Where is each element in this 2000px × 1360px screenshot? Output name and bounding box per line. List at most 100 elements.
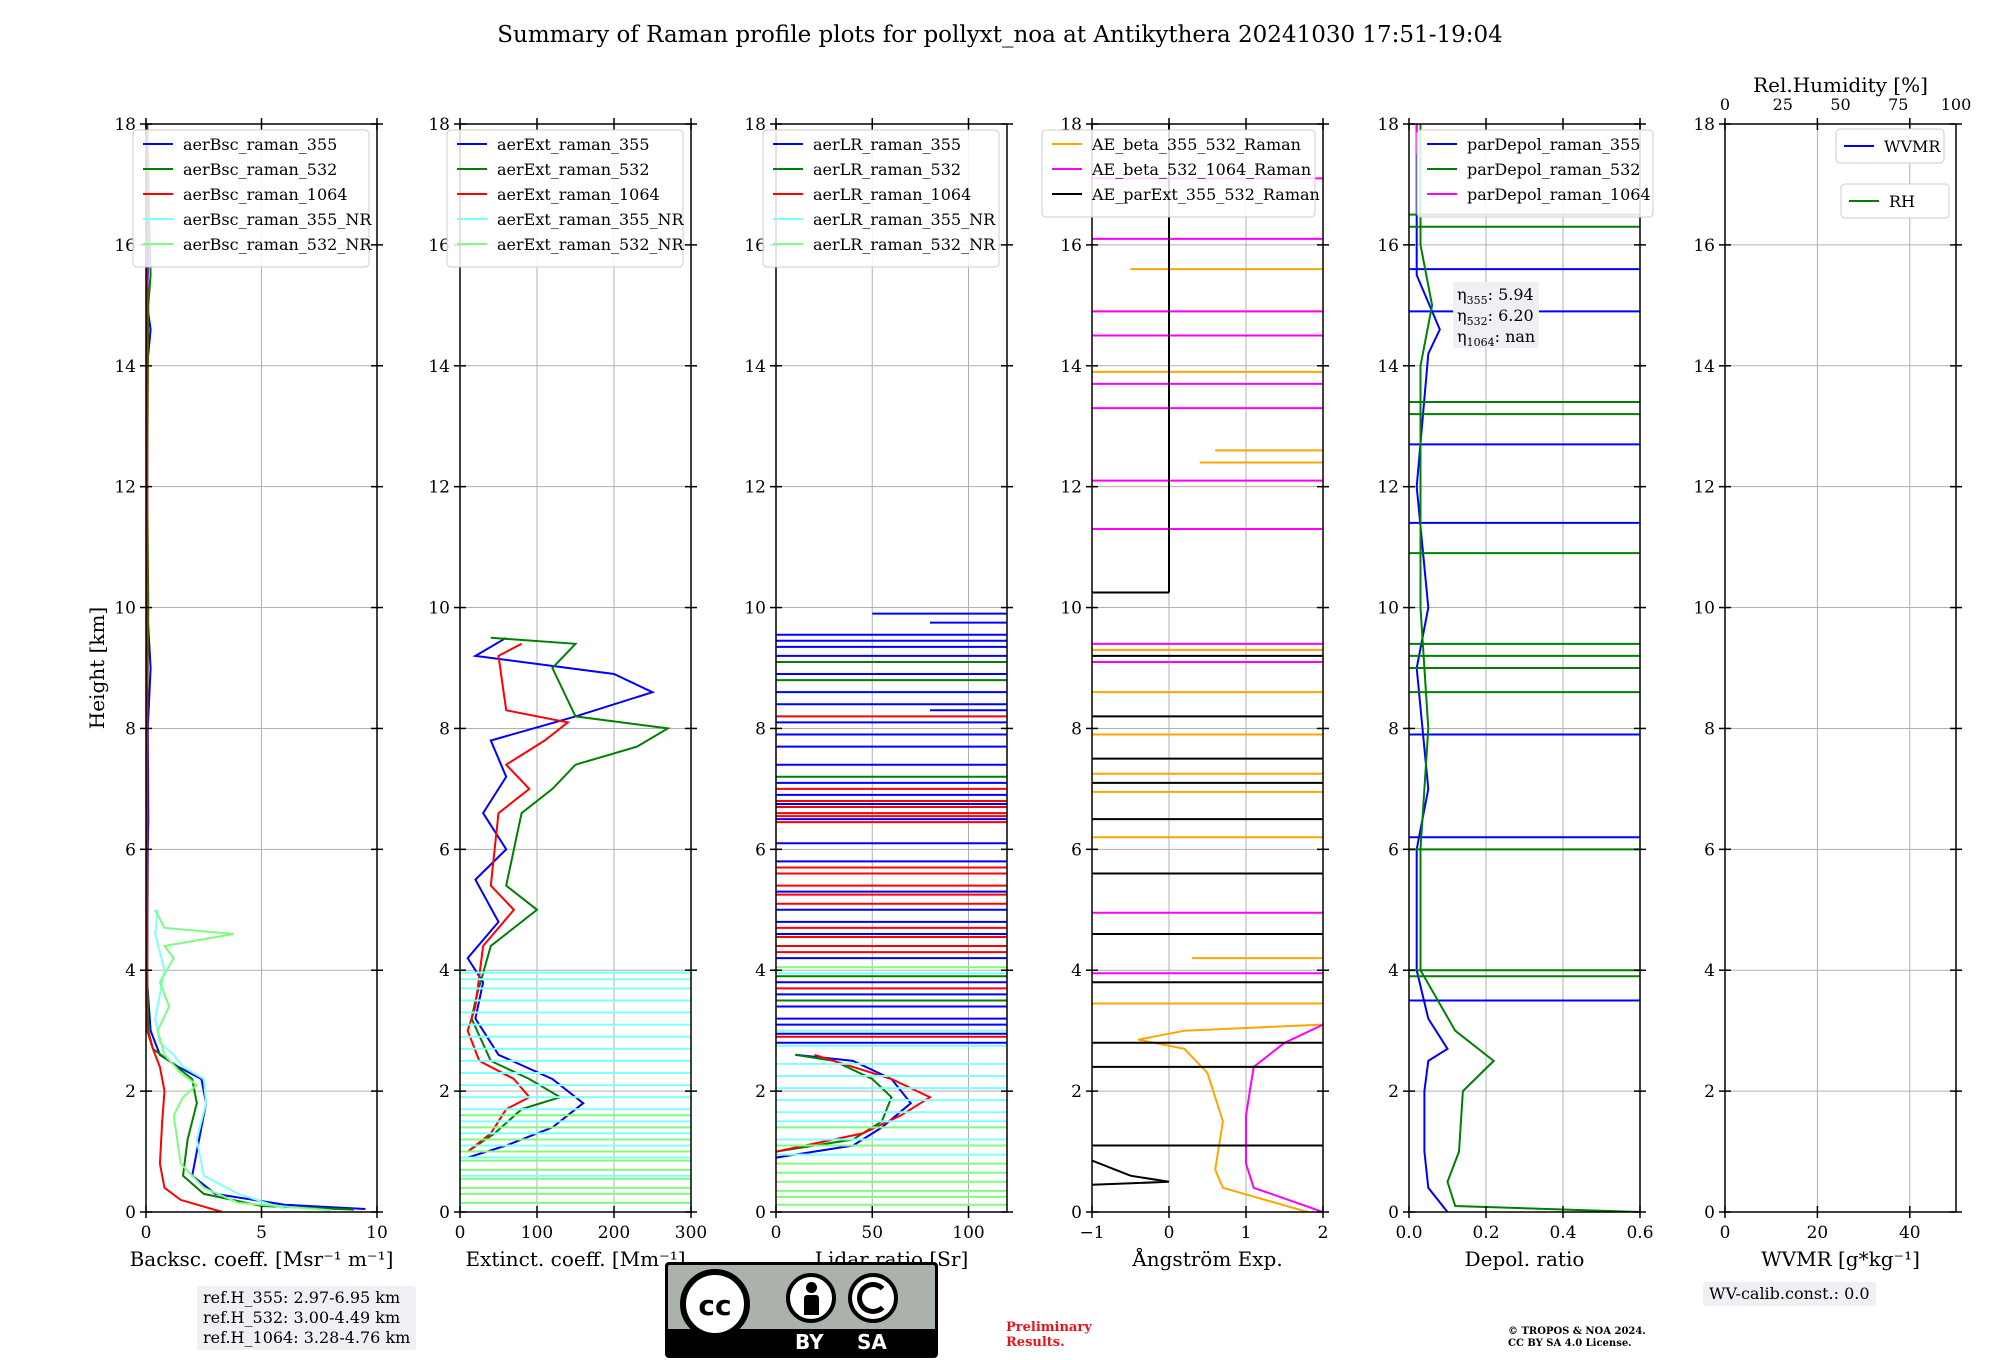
y-tick-label: 12 — [114, 478, 136, 498]
x-tick-label: 300 — [675, 1223, 707, 1243]
eta-label: η532: 6.20 — [1457, 306, 1534, 328]
y-tick-label: 6 — [125, 840, 136, 860]
y-tick-label: 16 — [428, 236, 450, 256]
series-group — [776, 612, 1007, 1206]
preliminary-line-1: Preliminary — [1006, 1320, 1092, 1335]
series-line — [154, 909, 285, 1210]
y-tick-label: 10 — [114, 599, 136, 619]
legend-label: aerExt_raman_1064 — [497, 185, 660, 204]
legend: AE_beta_355_532_Raman AE_beta_532_1064_Ra… — [1041, 129, 1320, 218]
copyright-line-1: © TROPOS & NOA 2024. — [1508, 1326, 1646, 1337]
y-tick-label: 10 — [1693, 599, 1715, 619]
x-tick-label: 0 — [141, 1223, 152, 1243]
y-tick-label: 16 — [1693, 236, 1715, 256]
cc-icon: cc — [680, 1269, 750, 1339]
y-tick-label: 8 — [439, 719, 450, 739]
legend-box — [1416, 129, 1654, 218]
legend-label: aerBsc_raman_532 — [183, 160, 337, 179]
legend: aerExt_raman_355 aerExt_raman_532 aerExt_r… — [446, 129, 685, 268]
legend-box — [132, 129, 370, 268]
y-tick-label: 8 — [1388, 719, 1399, 739]
y-tick-label: 10 — [1377, 599, 1399, 619]
x-tick-label: 0 — [771, 1223, 782, 1243]
series-line — [1419, 124, 1640, 1212]
y-tick-label: 14 — [1060, 357, 1082, 377]
panel-2: 0 2 4 6 8 10 12 14 16 18 0 100 200 300 Extinct. coeff.… — [428, 115, 707, 1271]
y-tick-label: 8 — [755, 719, 766, 739]
legend-label: parDepol_raman_532 — [1467, 160, 1640, 179]
legend-label: aerExt_raman_355 — [497, 135, 650, 154]
legend-box — [1041, 129, 1316, 218]
y-tick-label: 16 — [1060, 236, 1082, 256]
y-tick-label: 0 — [125, 1203, 136, 1223]
series-line — [154, 909, 331, 1212]
series-line — [467, 636, 671, 1153]
y-tick-label: 2 — [1704, 1082, 1715, 1102]
y-tick-label: 16 — [114, 236, 136, 256]
top-tick-label: 50 — [1830, 95, 1850, 114]
y-tick-label: 14 — [1377, 357, 1399, 377]
y-tick-label: 18 — [428, 115, 450, 135]
x-tick-label: 5 — [256, 1223, 267, 1243]
y-tick-label: 2 — [1388, 1082, 1399, 1102]
wv-calibration-box: WV-calib.const.: 0.0 — [1703, 1282, 1876, 1306]
legend-label: aerLR_raman_355_NR — [813, 210, 996, 229]
share-alike-icon — [848, 1273, 898, 1323]
axes-frame — [459, 123, 692, 1213]
reference-height-532: ref.H_532: 3.00-4.49 km — [203, 1308, 401, 1327]
y-tick-label: 0 — [439, 1203, 450, 1223]
reference-height-355: ref.H_355: 2.97-6.95 km — [203, 1288, 401, 1307]
y-tick-label: 6 — [1071, 840, 1082, 860]
x-tick-label: 40 — [1899, 1223, 1921, 1243]
axes-frame — [775, 123, 1008, 1213]
axes-frame — [1091, 123, 1324, 1213]
y-axis-label: Height [km] — [85, 607, 109, 729]
y-tick-label: 16 — [1377, 236, 1399, 256]
legend-label: AE_beta_355_532_Raman — [1091, 135, 1301, 154]
legend-label: aerLR_raman_532 — [813, 160, 961, 179]
x-axis-label: Extinct. coeff. [Mm⁻¹] — [465, 1247, 685, 1271]
eta-label: η1064: nan — [1457, 327, 1535, 349]
legend-label: aerBsc_raman_1064 — [183, 185, 348, 204]
y-tick-label: 10 — [428, 599, 450, 619]
y-tick-label: 2 — [439, 1082, 450, 1102]
x-tick-label: 0 — [1164, 1223, 1175, 1243]
eta-box — [1453, 282, 1539, 348]
y-tick-label: 0 — [1704, 1203, 1715, 1223]
x-tick-label: 1 — [1241, 1223, 1252, 1243]
y-tick-label: 6 — [1704, 840, 1715, 860]
y-tick-label: 2 — [755, 1082, 766, 1102]
legend-label: WVMR — [1884, 137, 1941, 156]
series-line — [1245, 1023, 1323, 1212]
y-tick-label: 14 — [744, 357, 766, 377]
legend-label: aerBsc_raman_532_NR — [183, 235, 372, 254]
series-line — [146, 124, 366, 1210]
y-tick-label: 0 — [1071, 1203, 1082, 1223]
y-tick-label: 4 — [1704, 961, 1715, 981]
x-axis-label: Ångström Exp. — [1131, 1246, 1282, 1271]
y-tick-label: 12 — [744, 478, 766, 498]
x-tick-label: 100 — [521, 1223, 553, 1243]
series-line — [776, 1053, 933, 1153]
legend-label: aerLR_raman_355 — [813, 135, 961, 154]
x-tick-label: 200 — [598, 1223, 630, 1243]
y-tick-label: 4 — [755, 961, 766, 981]
x-tick-label: 0.6 — [1626, 1223, 1653, 1243]
series-line — [776, 1053, 893, 1153]
y-tick-label: 12 — [1060, 478, 1082, 498]
x-tick-label: 50 — [861, 1223, 883, 1243]
legend: RH — [1840, 183, 1950, 219]
series-line — [466, 636, 656, 1159]
x-axis-label: Backsc. coeff. [Msr⁻¹ m⁻¹] — [130, 1247, 394, 1271]
y-tick-label: 12 — [1693, 478, 1715, 498]
x-tick-label: 0.0 — [1395, 1223, 1422, 1243]
sa-label: SA — [857, 1330, 887, 1354]
y-tick-label: 6 — [755, 840, 766, 860]
top-tick-label: 0 — [1720, 95, 1730, 114]
legend-box — [762, 129, 1000, 268]
top-tick-label: 75 — [1888, 95, 1908, 114]
series-group — [460, 636, 691, 1204]
legend-box — [1835, 128, 1945, 164]
